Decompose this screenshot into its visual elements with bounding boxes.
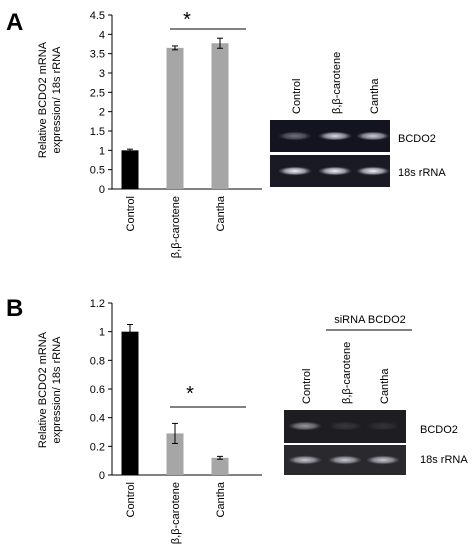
- panel-b-gel-lane-cantha: Cantha: [379, 368, 391, 404]
- panel-b: B Relative BCDO2 mRNA expression/ 18s rR…: [6, 295, 468, 544]
- panel-a-gel-bcdo2-band-0: [278, 131, 312, 141]
- panel-a-gel-rrna-band-2: [356, 166, 390, 176]
- panel-a-ytick-label: 3: [99, 68, 105, 80]
- panel-b-ytick-label: 0.8: [90, 355, 105, 367]
- panel-b-gel-bcdo2-band-2: [366, 421, 400, 431]
- panel-b-gel-bands: [288, 421, 400, 465]
- panel-b-ytick-label: 1: [99, 327, 105, 339]
- panel-b-gel-label-rrna: 18s rRNA: [420, 454, 468, 466]
- panel-a-ytick-label: 2.5: [90, 87, 105, 99]
- panel-a-gel-lane-labels: Control β,β-carotene Cantha: [291, 52, 381, 114]
- panel-a-ylabel-line2: expression/ 18s rRNA: [51, 46, 63, 154]
- panel-a-gel-bands: [278, 131, 390, 176]
- panel-b-gel-lane-bbcarotene: β,β-carotene: [341, 342, 353, 404]
- panel-a-ylabel: Relative BCDO2 mRNA expression/ 18s rRNA: [37, 41, 63, 158]
- panel-b-significance-star: *: [186, 383, 194, 405]
- panel-a: A Relative BCDO2 mRNA expression/ 18s rR…: [6, 9, 446, 258]
- panel-a-ytick-label: 1.5: [90, 126, 105, 138]
- panel-b-gel-bcdo2-band-1: [328, 421, 362, 431]
- panel-a-ytick-label: 2: [99, 107, 105, 119]
- panel-a-ylabel-line1: Relative BCDO2 mRNA: [37, 41, 49, 158]
- panel-a-bar-0: [121, 150, 139, 189]
- panel-a-bar-2: [211, 43, 229, 189]
- panel-a-xtick-label-1: β,β-carotene: [170, 196, 182, 258]
- panel-a-ytick-label: 0: [99, 184, 105, 196]
- panel-b-xtick-label-2: Cantha: [215, 481, 227, 517]
- panel-b-xtick-label-0: Control: [125, 482, 137, 517]
- panel-b-ytick-label: 0: [99, 470, 105, 482]
- panel-a-xtick-label-0: Control: [125, 196, 137, 231]
- panel-a-ytick-label: 4.5: [90, 10, 105, 22]
- panel-a-gel: Control β,β-carotene Cantha BCDO2 18s rR…: [270, 52, 446, 187]
- panel-b-gel-rrna-band-1: [328, 455, 362, 465]
- panel-b-ytick-label: 1.2: [90, 298, 105, 310]
- panel-a-gel-lane-control: Control: [291, 79, 303, 114]
- panel-a-significance-star: *: [183, 9, 191, 31]
- panel-b-ylabel-line1: Relative BCDO2 mRNA: [37, 331, 49, 448]
- panel-b-gel-rrna-band-2: [366, 455, 400, 465]
- panel-a-xtick-label-2: Cantha: [215, 195, 227, 231]
- panel-b-gel-bcdo2-band-0: [288, 421, 322, 431]
- panel-b-ylabel: Relative BCDO2 mRNA expression/ 18s rRNA: [37, 331, 63, 448]
- panel-a-ytick-label: 0.5: [90, 165, 105, 177]
- panel-b-ytick-label: 0.2: [90, 441, 105, 453]
- panel-b-gel-lane-labels: Control β,β-carotene Cantha: [301, 342, 391, 404]
- panel-a-ytick-label: 4: [99, 29, 105, 41]
- panel-a-ytick-label: 3.5: [90, 49, 105, 61]
- panel-a-gel-lane-bbcarotene: β,β-carotene: [331, 52, 343, 114]
- panel-b-ytick-label: 0.4: [90, 413, 105, 425]
- panel-b-bar-0: [121, 331, 139, 475]
- panel-b-gel: siRNA BCDO2 Control β,β-carotene Cantha …: [284, 314, 468, 475]
- panel-b-gel-rrna-band-0: [288, 455, 322, 465]
- panel-b-bar-2: [211, 457, 229, 475]
- panel-b-gel-lane-control: Control: [301, 369, 313, 404]
- panel-b-letter: B: [6, 295, 23, 322]
- panel-a-gel-label-rrna: 18s rRNA: [398, 167, 446, 179]
- panel-b-ylabel-line2: expression/ 18s rRNA: [51, 336, 63, 444]
- panel-a-bar-1: [166, 47, 184, 189]
- panel-a-ytick-label: 1: [99, 145, 105, 157]
- panel-b-gel-label-bcdo2: BCDO2: [420, 424, 458, 436]
- panel-a-gel-lane-cantha: Cantha: [369, 78, 381, 114]
- panel-b-bar-1: [166, 433, 184, 475]
- panel-a-gel-rrna-band-0: [278, 166, 312, 176]
- panel-a-gel-label-bcdo2: BCDO2: [398, 133, 436, 145]
- panel-a-gel-rrna-band-1: [318, 166, 352, 176]
- panel-b-chart: 0 0.2 0.4 0.6 0.8 1 1.2 Control β,β-carotene Cant…: [90, 298, 262, 544]
- panel-b-gel-header: siRNA BCDO2: [334, 314, 406, 326]
- panel-a-chart: 0 0.5 1 1.5 2 2.5 3 3.5 4 4.5 Control β,β-carotene C…: [90, 10, 262, 258]
- panel-a-gel-bcdo2-band-1: [318, 131, 352, 141]
- panel-b-xtick-label-1: β,β-carotene: [170, 482, 182, 544]
- panel-a-gel-bcdo2-band-2: [356, 131, 390, 141]
- panel-b-ytick-label: 0.6: [90, 384, 105, 396]
- panel-a-letter: A: [6, 9, 23, 36]
